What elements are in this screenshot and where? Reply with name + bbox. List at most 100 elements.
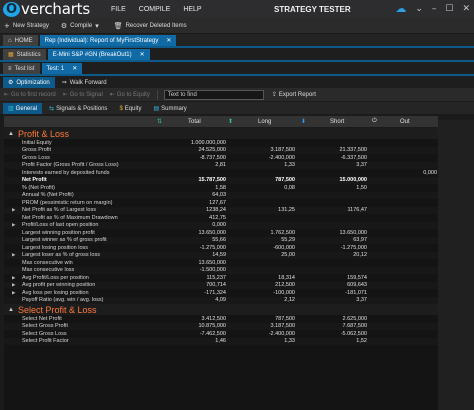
row-label: Initial Equity [22,139,52,146]
go-to-first-record-button[interactable]: ⇤ Go to first record [4,91,56,99]
go-to-signal-button[interactable]: ⇤ Go to Signal [62,91,103,99]
tab-walk-forward-label: Walk Forward [69,79,107,86]
tab-walk-forward[interactable]: ⇒ Walk Forward [56,77,112,88]
col-short[interactable]: Short [330,118,345,125]
table-row[interactable]: ▶ Net Profit as % of Largest loss 1238,24 1… [4,206,438,214]
chevron-down-icon[interactable]: ⌄ [415,3,423,14]
tab-equity[interactable]: $ Equity [114,103,147,114]
section-select-profit-loss[interactable]: ▲ Select Profit & Loss [4,304,438,315]
tab-report-label: Rep (Individual): Report of MyFirstStrat… [44,37,159,44]
expand-icon[interactable]: ▶ [12,207,16,213]
tab-test-list[interactable]: ≡ Test list [3,63,40,74]
table-row[interactable]: Largest winning position profit 13.650,00… [4,229,438,237]
signal-icon: ⇤ [62,92,68,98]
table-row[interactable]: Gross Loss -8.737,500 -2.400,000 -6.337,500 [4,154,438,162]
row-label: Profit/Loss of last open position [22,222,99,229]
table-row[interactable]: Initial Equity 1.000.000,000 [4,139,438,147]
table-row[interactable]: ▶ Avg profit per winning position 700,714 2… [4,281,438,289]
table-row[interactable]: Net Profit as % of Maximum Drawdown 412,7… [4,214,438,222]
compile-button[interactable]: ⚙ Compile ▾ [61,22,102,30]
table-row[interactable]: Select Profit Factor 1,46 1,33 1,52 [4,337,438,345]
tab-home[interactable]: ⌂ HOME [3,35,38,46]
dollar-icon: $ [119,105,123,112]
table-row[interactable]: Largest losing position loss -1.275,000 -6… [4,244,438,252]
new-strategy-button[interactable]: + New Strategy [4,22,49,30]
cell-short: 609,643 [347,282,367,289]
section-title: Select Profit & Loss [17,304,97,315]
title-bar: O vercharts FILE COMPILE HELP STRATEGY T… [0,0,474,18]
cell-short: 159,574 [347,274,367,281]
tab-optimization[interactable]: ⚙ Optimization [3,77,55,88]
export-report-button[interactable]: ⇪ Export Report [272,91,316,99]
cell-long: 787,500 [275,177,295,184]
row-label: Largest winning position profit [22,229,95,236]
menu-compile[interactable]: COMPILE [138,5,171,13]
cell-long: 212,500 [275,282,295,289]
table-row[interactable]: Gross Profit 24.525,000 3.187,500 21.337,50… [4,146,438,154]
expand-icon[interactable]: ▶ [12,274,16,280]
cell-out: 0,000 [423,169,437,176]
tab-home-label: HOME [14,37,33,44]
table-row[interactable]: Select Net Profit 3.412,500 787,500 2.625,0… [4,315,438,323]
new-strategy-label: New Strategy [12,22,49,29]
table-row[interactable]: Largest winner as % of gross profit 55,66… [4,236,438,244]
table-row[interactable]: PROM (pessimistic return on margin) 127,6… [4,199,438,207]
find-text-input[interactable]: Text to find [163,89,264,100]
cell-long: -600,000 [273,244,295,251]
tab-general[interactable]: ▥ General [3,103,43,114]
tab-signals-positions[interactable]: ⇆ Signals & Positions [44,103,113,114]
table-row[interactable]: Annual % (Net Profit) 64,03 [4,191,438,199]
table-row[interactable]: Net Profit 15.787,500 787,500 15.000,000 [4,176,438,184]
logo-o-icon: O [3,1,20,17]
section-profit-loss[interactable]: ▲ Profit & Loss [4,128,438,139]
minimize-icon[interactable]: – [431,3,437,14]
table-row[interactable]: ▶ Avg loss per losing position -171,324 -10… [4,289,438,297]
cell-long: 131,25 [278,207,295,214]
table-row[interactable]: Interests earned by deposited funds 0,000 [4,169,438,177]
recover-deleted-button[interactable]: 🗑 Recover Deleted Items [114,22,187,30]
table-row[interactable]: ▶ Avg Profit/Loss per position 115,237 18,3… [4,274,438,282]
expand-icon[interactable]: ▶ [12,222,16,228]
tab-statistics[interactable]: ▦ Statistics [3,49,46,60]
arrow-up-icon: ⬆ [228,119,234,125]
table-row[interactable]: Payoff Ratio (avg. win / avg. loss) 4,09 2… [4,296,438,304]
document-tabs: ⌂ HOME Rep (Individual): Report of MyFirs… [0,34,474,46]
cell-total: 412,75 [209,214,226,221]
expand-icon[interactable]: ▶ [12,282,16,288]
tab-divider [0,74,474,76]
menu-file[interactable]: FILE [111,5,126,13]
row-label: Largest losing position loss [22,244,89,251]
table-row[interactable]: Max consecutive loss -1.500,000 [4,266,438,274]
col-out[interactable]: Out [400,118,410,125]
close-icon[interactable]: ✕ [166,38,172,44]
cloud-icon[interactable]: ☁ [395,2,407,15]
cell-short: 15.000,000 [339,177,367,184]
cell-long: 55,29 [281,237,295,244]
cell-long: 25,00 [281,252,295,259]
table-row[interactable]: Select Gross Loss -7.462,500 -2.400,000 -5.… [4,330,438,338]
maximize-icon[interactable]: ☐ [445,3,454,14]
tab-instrument[interactable]: E-Mini S&P #GN (BreakOut1) ✕ [47,49,150,60]
menu-help[interactable]: HELP [183,5,202,13]
go-to-equity-button[interactable]: ⇤ Go to Equity [110,91,150,99]
close-icon[interactable]: ✕ [72,66,78,72]
close-icon[interactable]: ✕ [139,52,145,58]
tab-summary[interactable]: ▤ Summary [148,103,192,114]
tab-test-1[interactable]: Test: 1 ✕ [41,63,83,74]
table-row[interactable]: Profit Factor (Gross Profit / Gross Loss… [4,161,438,169]
collapse-icon: ▲ [8,130,14,137]
tab-report[interactable]: Rep (Individual): Report of MyFirstStrat… [39,35,177,46]
separator [156,89,158,100]
col-long[interactable]: Long [258,118,272,125]
table-row[interactable]: ▶ Profit/Loss of last open position 0,000 [4,221,438,229]
table-row[interactable]: % (Net Profit) 1,58 0,08 1,50 [4,184,438,192]
expand-icon[interactable]: ▶ [12,289,16,295]
close-icon[interactable]: ✕ [462,3,470,14]
col-total[interactable]: Total [188,118,201,125]
expand-icon[interactable]: ▶ [12,252,16,258]
table-row[interactable]: Select Gross Profit 10.875,000 3.187,500 7.… [4,322,438,330]
table-row[interactable]: Max consecutive win 13.650,000 [4,259,438,267]
statistics-grid: ▲ Profit & Loss Initial Equity 1.000.000,0… [4,128,438,410]
cell-total: 55,66 [212,237,226,244]
table-row[interactable]: ▶ Largest loser as % of gross loss 14,59 25… [4,251,438,259]
